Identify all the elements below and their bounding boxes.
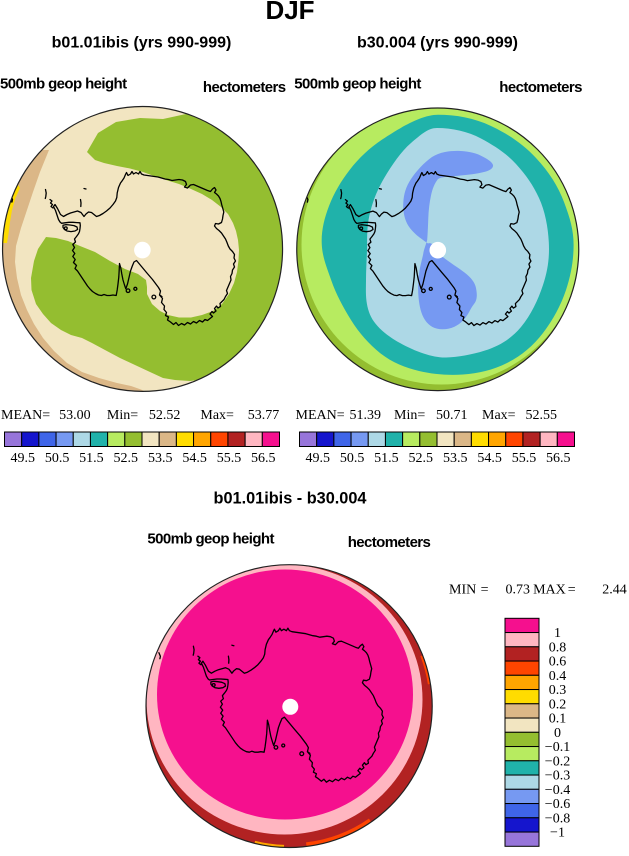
svg-text:hectometers: hectometers — [203, 79, 286, 96]
svg-text:DJF: DJF — [265, 0, 314, 25]
svg-text:52.55: 52.55 — [526, 408, 558, 423]
svg-text:500mb geop height: 500mb geop height — [0, 76, 127, 93]
svg-text:−0.8: −0.8 — [545, 811, 570, 826]
svg-text:500mb geop height: 500mb geop height — [294, 76, 421, 93]
svg-text:b01.01ibis (yrs 990-999): b01.01ibis (yrs 990-999) — [52, 35, 232, 52]
svg-text:49.5: 49.5 — [10, 451, 35, 466]
svg-text:1: 1 — [554, 626, 561, 641]
svg-text:−0.6: −0.6 — [545, 797, 570, 812]
svg-text:56.5: 56.5 — [251, 451, 276, 466]
svg-text:MIN: MIN — [449, 583, 476, 598]
svg-text:52.5: 52.5 — [409, 451, 434, 466]
svg-text:51.5: 51.5 — [374, 451, 399, 466]
svg-text:53.00: 53.00 — [59, 408, 91, 423]
svg-text:500mb geop height: 500mb geop height — [147, 531, 274, 548]
svg-text:53.77: 53.77 — [248, 408, 279, 423]
svg-text:2.44: 2.44 — [602, 583, 627, 598]
svg-text:MEAN=: MEAN= — [296, 408, 345, 423]
svg-text:51.39: 51.39 — [350, 408, 382, 423]
svg-text:−0.3: −0.3 — [545, 769, 570, 784]
svg-text:0.6: 0.6 — [549, 655, 567, 670]
svg-text:52.5: 52.5 — [114, 451, 139, 466]
svg-text:Max=: Max= — [482, 408, 516, 423]
svg-text:52.52: 52.52 — [149, 408, 181, 423]
svg-text:55.5: 55.5 — [217, 451, 242, 466]
svg-text:50.71: 50.71 — [436, 408, 468, 423]
svg-text:0.2: 0.2 — [549, 697, 567, 712]
svg-text:MEAN=: MEAN= — [1, 408, 50, 423]
svg-text:0.73: 0.73 — [506, 583, 531, 598]
svg-text:0: 0 — [554, 726, 561, 741]
svg-text:55.5: 55.5 — [512, 451, 537, 466]
svg-text:Min=: Min= — [394, 408, 425, 423]
svg-text:−0.1: −0.1 — [545, 740, 570, 755]
svg-text:51.5: 51.5 — [79, 451, 104, 466]
svg-text:Min=: Min= — [107, 408, 138, 423]
svg-text:50.5: 50.5 — [340, 451, 365, 466]
svg-text:−0.4: −0.4 — [545, 783, 570, 798]
svg-text:b01.01ibis - b30.004: b01.01ibis - b30.004 — [214, 490, 367, 508]
svg-text:MAX: MAX — [533, 583, 566, 598]
svg-text:=: = — [481, 583, 489, 598]
svg-text:Max=: Max= — [200, 408, 234, 423]
svg-text:50.5: 50.5 — [45, 451, 70, 466]
svg-text:0.1: 0.1 — [549, 712, 567, 727]
svg-text:54.5: 54.5 — [477, 451, 502, 466]
svg-text:0.8: 0.8 — [549, 640, 567, 655]
svg-text:−0.2: −0.2 — [545, 754, 570, 769]
svg-text:hectometers: hectometers — [348, 534, 431, 551]
svg-text:56.5: 56.5 — [546, 451, 571, 466]
svg-text:49.5: 49.5 — [305, 451, 330, 466]
svg-text:54.5: 54.5 — [182, 451, 207, 466]
svg-text:0.4: 0.4 — [549, 669, 567, 684]
svg-text:53.5: 53.5 — [148, 451, 173, 466]
svg-text:=: = — [568, 583, 576, 598]
svg-text:−1: −1 — [550, 826, 565, 841]
svg-text:hectometers: hectometers — [499, 79, 582, 96]
svg-text:0.3: 0.3 — [549, 683, 567, 698]
svg-text:53.5: 53.5 — [443, 451, 468, 466]
svg-text:b30.004 (yrs 990-999): b30.004 (yrs 990-999) — [357, 35, 518, 52]
